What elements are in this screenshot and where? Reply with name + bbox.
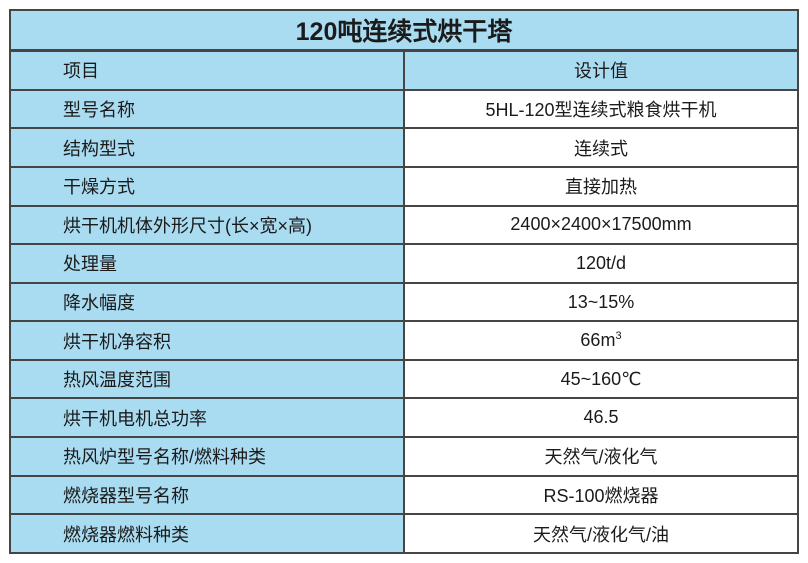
row-label-cell: 烘干机净容积 [9,320,405,361]
row-value-cell: 13~15% [403,281,799,323]
row-label-cell: 燃烧器燃料种类 [9,513,405,554]
spec-table: 120吨连续式烘干塔 项目 设计值 型号名称 5HL-120型连续式粮食烘干机 … [9,9,799,554]
row-label-cell: 结构型式 [9,127,405,168]
table-row: 烘干机机体外形尺寸(长×宽×高) 2400×2400×17500mm [9,204,799,246]
row-value-cell: 天然气/液化气 [403,436,799,477]
row-value-cell: 5HL-120型连续式粮食烘干机 [403,88,799,130]
header-row: 项目 设计值 [9,49,799,91]
table-row: 烘干机电机总功率 46.5 [9,397,799,439]
value-base: 66m [580,330,616,351]
row-label-cell: 热风温度范围 [9,358,405,400]
row-value-cell: 120t/d [403,243,799,284]
row-label-cell: 热风炉型号名称/燃料种类 [9,436,405,477]
row-value-cell: 2400×2400×17500mm [403,204,799,246]
table-row: 燃烧器型号名称 RS-100燃烧器 [9,474,799,516]
table-title: 120吨连续式烘干塔 [9,9,799,52]
row-label-cell: 烘干机机体外形尺寸(长×宽×高) [9,204,405,246]
table-row: 燃烧器燃料种类 天然气/液化气/油 [9,513,799,554]
value-superscript: 3 [615,330,622,343]
table-row: 型号名称 5HL-120型连续式粮食烘干机 [9,88,799,130]
row-value-cell: 直接加热 [403,165,799,207]
row-label-cell: 型号名称 [9,88,405,130]
table-row: 热风温度范围 45~160℃ [9,358,799,400]
row-label-cell: 处理量 [9,243,405,284]
table-row: 干燥方式 直接加热 [9,165,799,207]
row-value-cell: RS-100燃烧器 [403,474,799,516]
table-row: 烘干机净容积 66m3 [9,320,799,361]
column-header-value: 设计值 [403,49,799,91]
row-label-cell: 干燥方式 [9,165,405,207]
row-value-cell: 连续式 [403,127,799,168]
row-label-cell: 烘干机电机总功率 [9,397,405,439]
row-value-cell: 66m3 [403,320,799,361]
row-label-cell: 燃烧器型号名称 [9,474,405,516]
title-row: 120吨连续式烘干塔 [9,9,799,52]
table-row: 热风炉型号名称/燃料种类 天然气/液化气 [9,436,799,477]
row-label-cell: 降水幅度 [9,281,405,323]
row-value-cell: 天然气/液化气/油 [403,513,799,554]
column-header-item: 项目 [9,49,405,91]
table-row: 处理量 120t/d [9,243,799,284]
table-row: 结构型式 连续式 [9,127,799,168]
row-value-cell: 45~160℃ [403,358,799,400]
row-value-cell: 46.5 [403,397,799,439]
table-row: 降水幅度 13~15% [9,281,799,323]
